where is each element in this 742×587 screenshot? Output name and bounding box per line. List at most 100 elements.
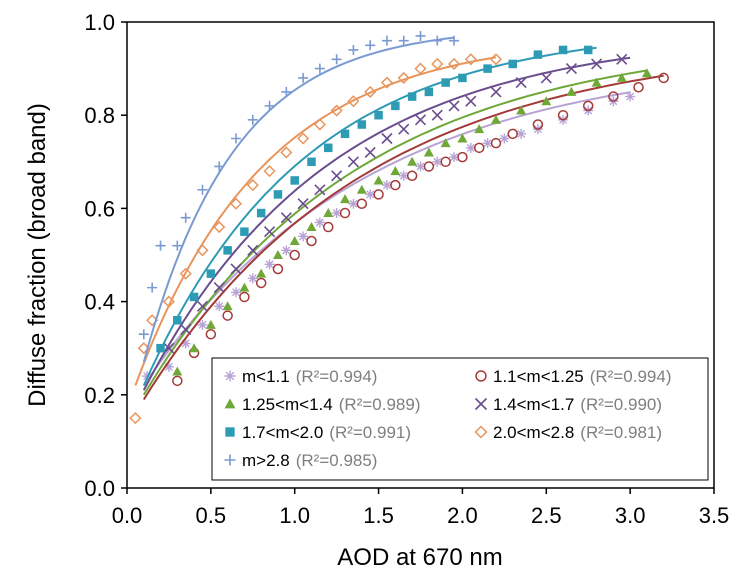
legend-r2-value: (R²=0.989) xyxy=(339,395,421,414)
legend-item-6: m>2.8 (R²=0.985) xyxy=(224,451,378,470)
data-point xyxy=(440,138,451,148)
legend-r2-value: (R²=0.985) xyxy=(296,451,378,470)
data-point xyxy=(398,123,410,135)
y-tick-label: 0.8 xyxy=(84,103,115,128)
legend-item-2: 1.25<m<1.4 (R²=0.989) xyxy=(224,395,421,414)
x-tick-label: 2.5 xyxy=(531,503,562,528)
legend-marker xyxy=(224,370,236,382)
legend-label: m<1.1 xyxy=(242,367,290,386)
data-point xyxy=(365,189,376,200)
data-point xyxy=(407,92,417,101)
data-point xyxy=(566,86,577,96)
data-point xyxy=(457,133,468,143)
data-point xyxy=(591,77,602,87)
data-point xyxy=(356,184,367,194)
data-point xyxy=(340,129,350,139)
legend-marker xyxy=(224,398,236,409)
y-tick-label: 0.4 xyxy=(84,290,115,315)
data-point xyxy=(289,249,300,261)
fit-line-5 xyxy=(134,56,497,386)
data-point xyxy=(431,57,444,71)
data-point xyxy=(214,301,225,312)
series-6 xyxy=(138,30,460,363)
data-point xyxy=(532,119,544,130)
series-2 xyxy=(142,68,652,396)
data-point xyxy=(163,361,174,372)
data-point xyxy=(508,59,517,69)
legend-box xyxy=(211,357,709,481)
data-point xyxy=(348,198,359,209)
legend: m<1.1 (R²=0.994) 1.1<m<1.25 (R²=0.994) 1.25<… xyxy=(211,357,709,481)
data-point xyxy=(256,268,267,278)
data-point xyxy=(297,198,309,210)
legend-r2-value: (R²=0.990) xyxy=(580,395,662,414)
data-point xyxy=(180,338,191,349)
data-point xyxy=(658,72,669,84)
data-point xyxy=(356,198,368,209)
y-tick-label: 1.0 xyxy=(84,10,115,35)
fit-line-3 xyxy=(142,56,631,391)
data-point xyxy=(373,175,384,185)
data-point xyxy=(180,212,191,223)
legend-label: 1.4<m<1.7 xyxy=(493,395,574,414)
data-point xyxy=(280,212,292,224)
data-point xyxy=(474,124,485,134)
data-point xyxy=(240,227,249,236)
data-point xyxy=(347,156,359,168)
data-point xyxy=(625,91,636,102)
x-tick-label: 1.5 xyxy=(363,503,394,528)
data-point xyxy=(263,165,276,178)
legend-label: 2.0<m<2.8 xyxy=(493,423,574,442)
data-point xyxy=(357,120,367,129)
data-point xyxy=(641,68,652,78)
data-point xyxy=(381,132,393,145)
x-axis-title: AOD at 670 nm xyxy=(337,544,502,571)
data-point xyxy=(197,184,208,195)
data-point xyxy=(441,78,450,87)
data-point xyxy=(331,170,343,182)
series-3 xyxy=(142,53,631,391)
data-point xyxy=(507,128,518,140)
data-point xyxy=(138,329,149,340)
data-point xyxy=(239,282,250,292)
data-point xyxy=(558,45,568,55)
data-point xyxy=(482,138,493,149)
data-point xyxy=(465,95,477,107)
data-point xyxy=(516,105,527,115)
data-point xyxy=(306,222,317,232)
data-point xyxy=(172,240,183,251)
data-point xyxy=(231,133,242,144)
data-point xyxy=(490,137,502,149)
series-1 xyxy=(142,72,669,401)
data-point xyxy=(464,53,477,66)
legend-item-0: m<1.1 (R²=0.994) xyxy=(224,367,378,386)
legend-item-4: 1.7<m<2.0 (R²=0.991) xyxy=(225,423,411,442)
data-point xyxy=(323,208,334,218)
data-point xyxy=(432,156,443,167)
data-point xyxy=(365,40,376,51)
data-point xyxy=(280,146,293,159)
x-tick-label: 3.5 xyxy=(699,503,730,528)
data-point xyxy=(490,86,502,98)
data-point xyxy=(264,259,275,270)
data-point xyxy=(340,194,351,204)
data-point xyxy=(423,161,435,172)
data-point xyxy=(197,319,208,330)
data-point xyxy=(189,343,200,353)
data-point xyxy=(381,35,392,46)
fit-line-1 xyxy=(142,74,664,401)
data-point xyxy=(229,197,243,210)
legend-label: m>2.8 xyxy=(242,451,290,470)
data-point xyxy=(331,208,342,219)
data-point xyxy=(196,300,209,312)
data-point xyxy=(173,315,182,325)
data-point xyxy=(222,301,233,311)
data-point xyxy=(582,100,594,112)
legend-r2-value: (R²=0.981) xyxy=(580,423,662,442)
data-point xyxy=(205,319,216,329)
data-point xyxy=(314,184,326,196)
legend-r2-value: (R²=0.994) xyxy=(296,367,378,386)
data-point xyxy=(298,231,309,242)
data-point xyxy=(374,110,383,120)
